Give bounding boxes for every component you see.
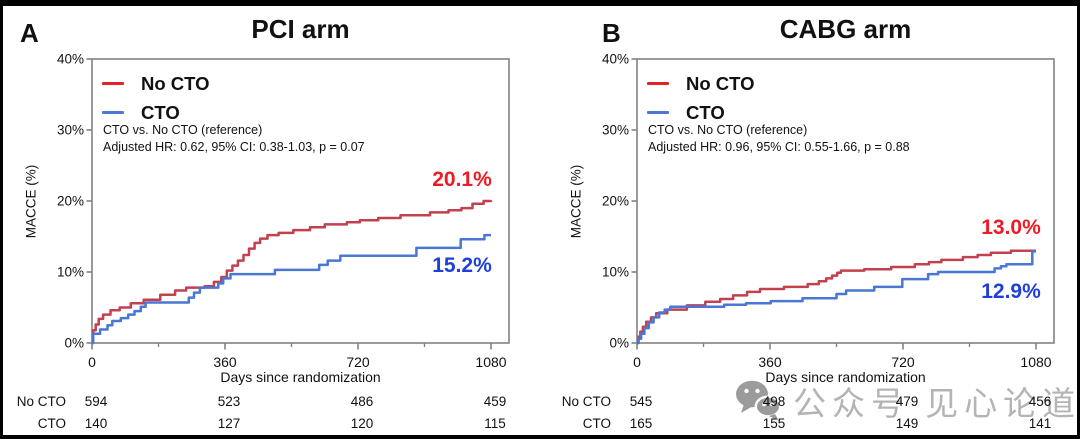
svg-text:1080: 1080 <box>1020 354 1051 370</box>
watermark: 公众号 见心论道 <box>735 377 1080 425</box>
risk-value: 165 <box>629 416 653 431</box>
risk-value: 498 <box>762 394 786 409</box>
annotation-line: CTO vs. No CTO (reference) <box>103 123 263 137</box>
legend-label: No CTO <box>686 72 755 94</box>
pci-arm-chart: 0 360 720 1080 0% 10% 20% 30% 40% <box>57 52 510 370</box>
risk-value: 120 <box>350 416 374 431</box>
no-cto-swatch <box>647 81 669 86</box>
svg-text:30%: 30% <box>602 123 629 138</box>
risk-value: 486 <box>350 394 374 409</box>
end-label-no-cto: 13.0% <box>981 216 1041 239</box>
risk-row-label: No CTO <box>561 394 611 409</box>
risk-value: 127 <box>217 416 241 431</box>
svg-text:40%: 40% <box>57 52 84 67</box>
svg-text:360: 360 <box>213 354 237 370</box>
annotation-line: Adjusted HR: 0.96, 95% CI: 0.55-1.66, p … <box>648 139 910 154</box>
svg-text:0%: 0% <box>609 336 629 351</box>
cabg-arm-chart: 0 360 720 1080 0% 10% 20% 30% 40% <box>602 52 1055 370</box>
svg-text:20%: 20% <box>57 194 84 209</box>
risk-table-row: CTO 165 155 149 141 <box>545 416 1077 433</box>
panel-cabg-arm: 0 360 720 1080 0% 10% 20% 30% 40% B CABG arm MAC… <box>545 6 1077 435</box>
svg-text:0: 0 <box>633 354 641 370</box>
panel-title: CABG arm <box>779 14 912 44</box>
risk-value: 115 <box>484 416 506 431</box>
watermark-text: 公众号 见心论道 <box>793 385 1080 422</box>
svg-text:360: 360 <box>758 354 782 370</box>
risk-value: 523 <box>217 394 241 409</box>
svg-text:1080: 1080 <box>475 354 506 370</box>
hazard-ratio-annotation: CTO vs. No CTO (reference) Adjusted HR: … <box>648 122 910 155</box>
svg-text:20%: 20% <box>602 194 629 209</box>
svg-text:0%: 0% <box>64 336 84 351</box>
risk-value: 459 <box>483 394 507 409</box>
svg-text:10%: 10% <box>57 265 84 280</box>
end-label-cto: 15.2% <box>432 254 492 277</box>
risk-row-label: No CTO <box>16 394 66 409</box>
legend-item-no-cto: No CTO <box>102 69 210 98</box>
svg-text:10%: 10% <box>602 265 629 280</box>
risk-table-row: No CTO 545 498 479 456 <box>545 394 1077 411</box>
risk-row-label: CTO <box>582 416 611 431</box>
panel-letter: B <box>602 18 621 48</box>
end-label-no-cto: 20.1% <box>432 168 492 191</box>
risk-value: 140 <box>84 416 108 431</box>
legend-label: No CTO <box>141 72 210 94</box>
y-axis-label: MACCE (%) <box>23 164 39 239</box>
cto-swatch <box>647 110 669 115</box>
svg-text:0: 0 <box>88 354 96 370</box>
risk-value: 155 <box>762 416 786 431</box>
panel-title: PCI arm <box>251 14 350 44</box>
risk-value: 149 <box>895 416 919 431</box>
risk-value: 479 <box>895 394 919 409</box>
cto-swatch <box>102 110 124 115</box>
y-axis-label: MACCE (%) <box>568 164 584 239</box>
x-axis-label: Days since randomization <box>765 369 926 385</box>
annotation-line: CTO vs. No CTO (reference) <box>648 123 808 137</box>
legend-label: CTO <box>686 101 725 123</box>
panel-letter: A <box>20 18 39 48</box>
legend-item-cto: CTO <box>102 98 210 127</box>
risk-value: 594 <box>84 394 108 409</box>
svg-text:720: 720 <box>891 354 915 370</box>
wechat-icon <box>736 380 782 421</box>
risk-row-label: CTO <box>37 416 66 431</box>
legend: No CTO CTO <box>102 69 210 127</box>
panel-pci-arm: 0 360 720 1080 0% 10% 20% 30% 40% A PCI arm MACC… <box>3 6 540 435</box>
legend-item-cto: CTO <box>647 98 755 127</box>
legend-item-no-cto: No CTO <box>647 69 755 98</box>
risk-value: 545 <box>629 394 653 409</box>
risk-table-row: CTO 140 127 120 115 <box>3 416 540 433</box>
annotation-line: Adjusted HR: 0.62, 95% CI: 0.38-1.03, p … <box>103 139 365 154</box>
no-cto-swatch <box>102 81 124 86</box>
svg-text:720: 720 <box>346 354 370 370</box>
legend: No CTO CTO <box>647 69 755 127</box>
legend-label: CTO <box>141 101 180 123</box>
risk-value: 141 <box>1028 416 1052 431</box>
hazard-ratio-annotation: CTO vs. No CTO (reference) Adjusted HR: … <box>103 122 365 155</box>
risk-table-row: No CTO 594 523 486 459 <box>3 394 540 411</box>
svg-text:30%: 30% <box>57 123 84 138</box>
end-label-cto: 12.9% <box>981 280 1041 303</box>
svg-text:40%: 40% <box>602 52 629 67</box>
risk-value: 456 <box>1028 394 1052 409</box>
x-axis-label: Days since randomization <box>220 369 381 385</box>
